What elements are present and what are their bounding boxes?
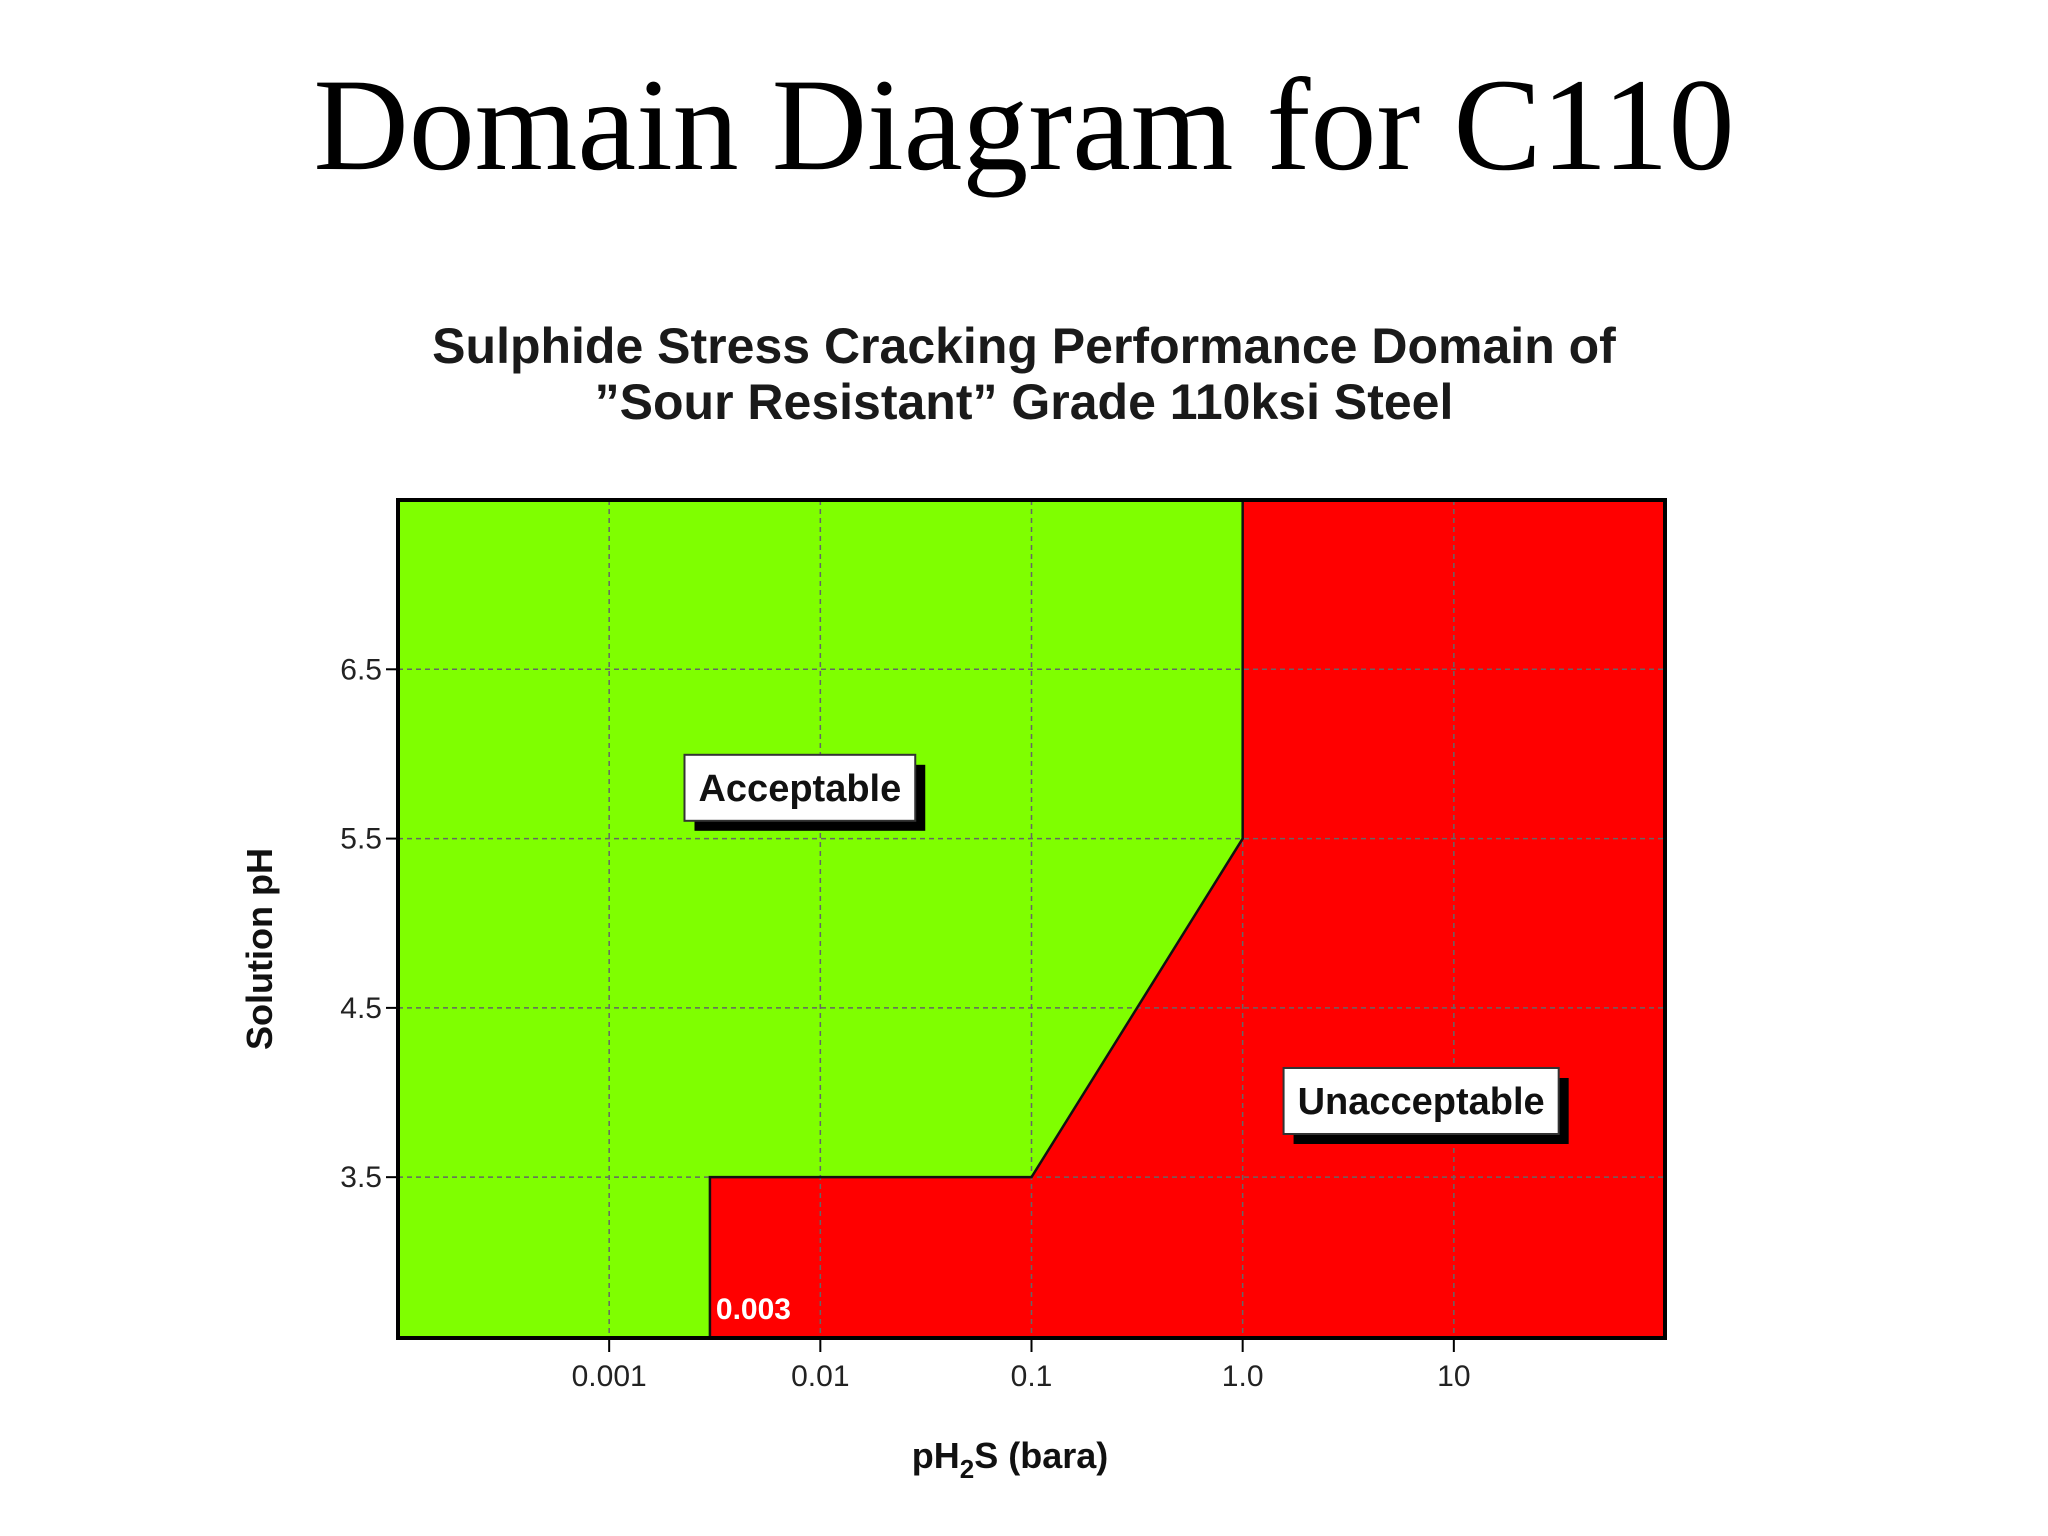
x-tick-label-1: 0.01 — [791, 1360, 849, 1393]
region-label-box — [683, 753, 917, 822]
slide-title: Domain Diagram for C110 — [313, 51, 1735, 198]
x-tick-label-2: 0.1 — [1011, 1360, 1053, 1393]
x-axis-label-subscript: 2 — [960, 1454, 974, 1484]
x-axis-label-main: pH — [912, 1435, 960, 1476]
x-tick-label-0: 0.001 — [572, 1360, 647, 1393]
region-labels: Acceptable Unacceptable — [683, 753, 1569, 1144]
y-axis-label: Solution pH — [239, 848, 280, 1050]
y-tick-label-3: 6.5 — [340, 653, 382, 686]
y-axis: 3.5 4.5 5.5 6.5 — [340, 653, 398, 1194]
chart-title-line-1: Sulphide Stress Cracking Performance Dom… — [432, 318, 1616, 374]
region-label-acceptable: Acceptable — [683, 753, 926, 831]
region-label-unacceptable: Unacceptable — [1282, 1066, 1569, 1144]
region-label-text: Acceptable — [698, 768, 901, 810]
region-label-box — [1282, 1066, 1560, 1135]
region-label-text: Unacceptable — [1298, 1081, 1545, 1123]
chart-title-line-2: ”Sour Resistant” Grade 110ksi Steel — [594, 374, 1454, 430]
y-tick-label-1: 4.5 — [340, 992, 382, 1025]
y-tick-label-2: 5.5 — [340, 823, 382, 856]
x-tick-label-4: 10 — [1437, 1360, 1470, 1393]
y-tick-label-0: 3.5 — [340, 1161, 382, 1194]
annotation-label-0: 0.003 — [716, 1293, 791, 1326]
x-tick-label-3: 1.0 — [1222, 1360, 1264, 1393]
x-axis: 0.001 0.01 0.1 1.0 10 — [572, 1338, 1471, 1393]
annotations: 0.003 — [716, 1293, 791, 1326]
x-axis-label: pH2S (bara) — [912, 1435, 1109, 1484]
x-axis-label-rest: S (bara) — [974, 1435, 1108, 1476]
chart-title: Sulphide Stress Cracking Performance Dom… — [0, 318, 2048, 430]
